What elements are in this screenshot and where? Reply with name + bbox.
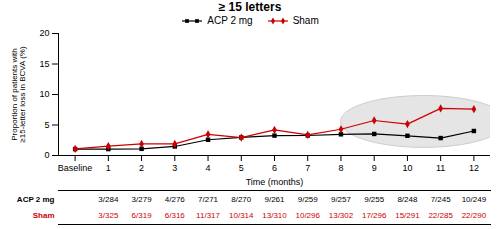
svg-text:6/316: 6/316 bbox=[165, 211, 186, 220]
svg-text:7: 7 bbox=[305, 163, 310, 173]
svg-text:9/259: 9/259 bbox=[298, 195, 319, 204]
svg-text:9/257: 9/257 bbox=[331, 195, 352, 204]
svg-text:15: 15 bbox=[39, 59, 49, 69]
svg-text:6/319: 6/319 bbox=[132, 211, 153, 220]
svg-text:11: 11 bbox=[436, 163, 445, 173]
svg-text:8/270: 8/270 bbox=[231, 195, 252, 204]
svg-text:4: 4 bbox=[206, 163, 211, 173]
svg-text:13/302: 13/302 bbox=[329, 211, 354, 220]
svg-text:3/284: 3/284 bbox=[98, 195, 119, 204]
svg-text:3: 3 bbox=[172, 163, 177, 173]
svg-text:10/249: 10/249 bbox=[462, 195, 487, 204]
svg-text:12: 12 bbox=[469, 163, 479, 173]
svg-text:3/279: 3/279 bbox=[132, 195, 153, 204]
html-text:Sham: Sham bbox=[292, 15, 319, 26]
svg-text:10/314: 10/314 bbox=[229, 211, 254, 220]
svg-text:ACP 2 mg: ACP 2 mg bbox=[17, 195, 55, 204]
svg-text:Baseline: Baseline bbox=[58, 163, 93, 173]
svg-text:8: 8 bbox=[338, 163, 343, 173]
svg-text:4/276: 4/276 bbox=[165, 195, 186, 204]
svg-text:Proportion of patients with≥15: Proportion of patients with≥15-letter lo… bbox=[10, 46, 27, 143]
svg-text:5: 5 bbox=[44, 120, 49, 130]
svg-text:1: 1 bbox=[106, 163, 111, 173]
svg-text:Sham: Sham bbox=[33, 211, 55, 220]
svg-text:10/296: 10/296 bbox=[295, 211, 320, 220]
html-text:≥ 15 letters: ≥ 15 letters bbox=[218, 0, 282, 14]
svg-text:Time (months): Time (months) bbox=[246, 177, 304, 187]
svg-text:3/325: 3/325 bbox=[98, 211, 119, 220]
svg-text:5: 5 bbox=[239, 163, 244, 173]
svg-text:20: 20 bbox=[39, 28, 49, 38]
svg-text:0: 0 bbox=[44, 150, 49, 160]
svg-text:22/290: 22/290 bbox=[462, 211, 487, 220]
svg-text:17/296: 17/296 bbox=[362, 211, 387, 220]
svg-text:9/255: 9/255 bbox=[364, 195, 385, 204]
svg-text:2: 2 bbox=[139, 163, 144, 173]
svg-text:8/248: 8/248 bbox=[397, 195, 418, 204]
svg-text:7/271: 7/271 bbox=[198, 195, 219, 204]
svg-text:10: 10 bbox=[39, 89, 49, 99]
html-text:ACP 2 mg: ACP 2 mg bbox=[207, 15, 253, 26]
svg-text:10: 10 bbox=[402, 163, 412, 173]
svg-text:11/317: 11/317 bbox=[196, 211, 220, 220]
svg-text:9/261: 9/261 bbox=[264, 195, 285, 204]
svg-text:22/285: 22/285 bbox=[428, 211, 453, 220]
svg-text:15/291: 15/291 bbox=[395, 211, 420, 220]
svg-text:7/245: 7/245 bbox=[431, 195, 452, 204]
svg-text:13/310: 13/310 bbox=[262, 211, 287, 220]
svg-text:6: 6 bbox=[272, 163, 277, 173]
svg-text:9: 9 bbox=[372, 163, 377, 173]
